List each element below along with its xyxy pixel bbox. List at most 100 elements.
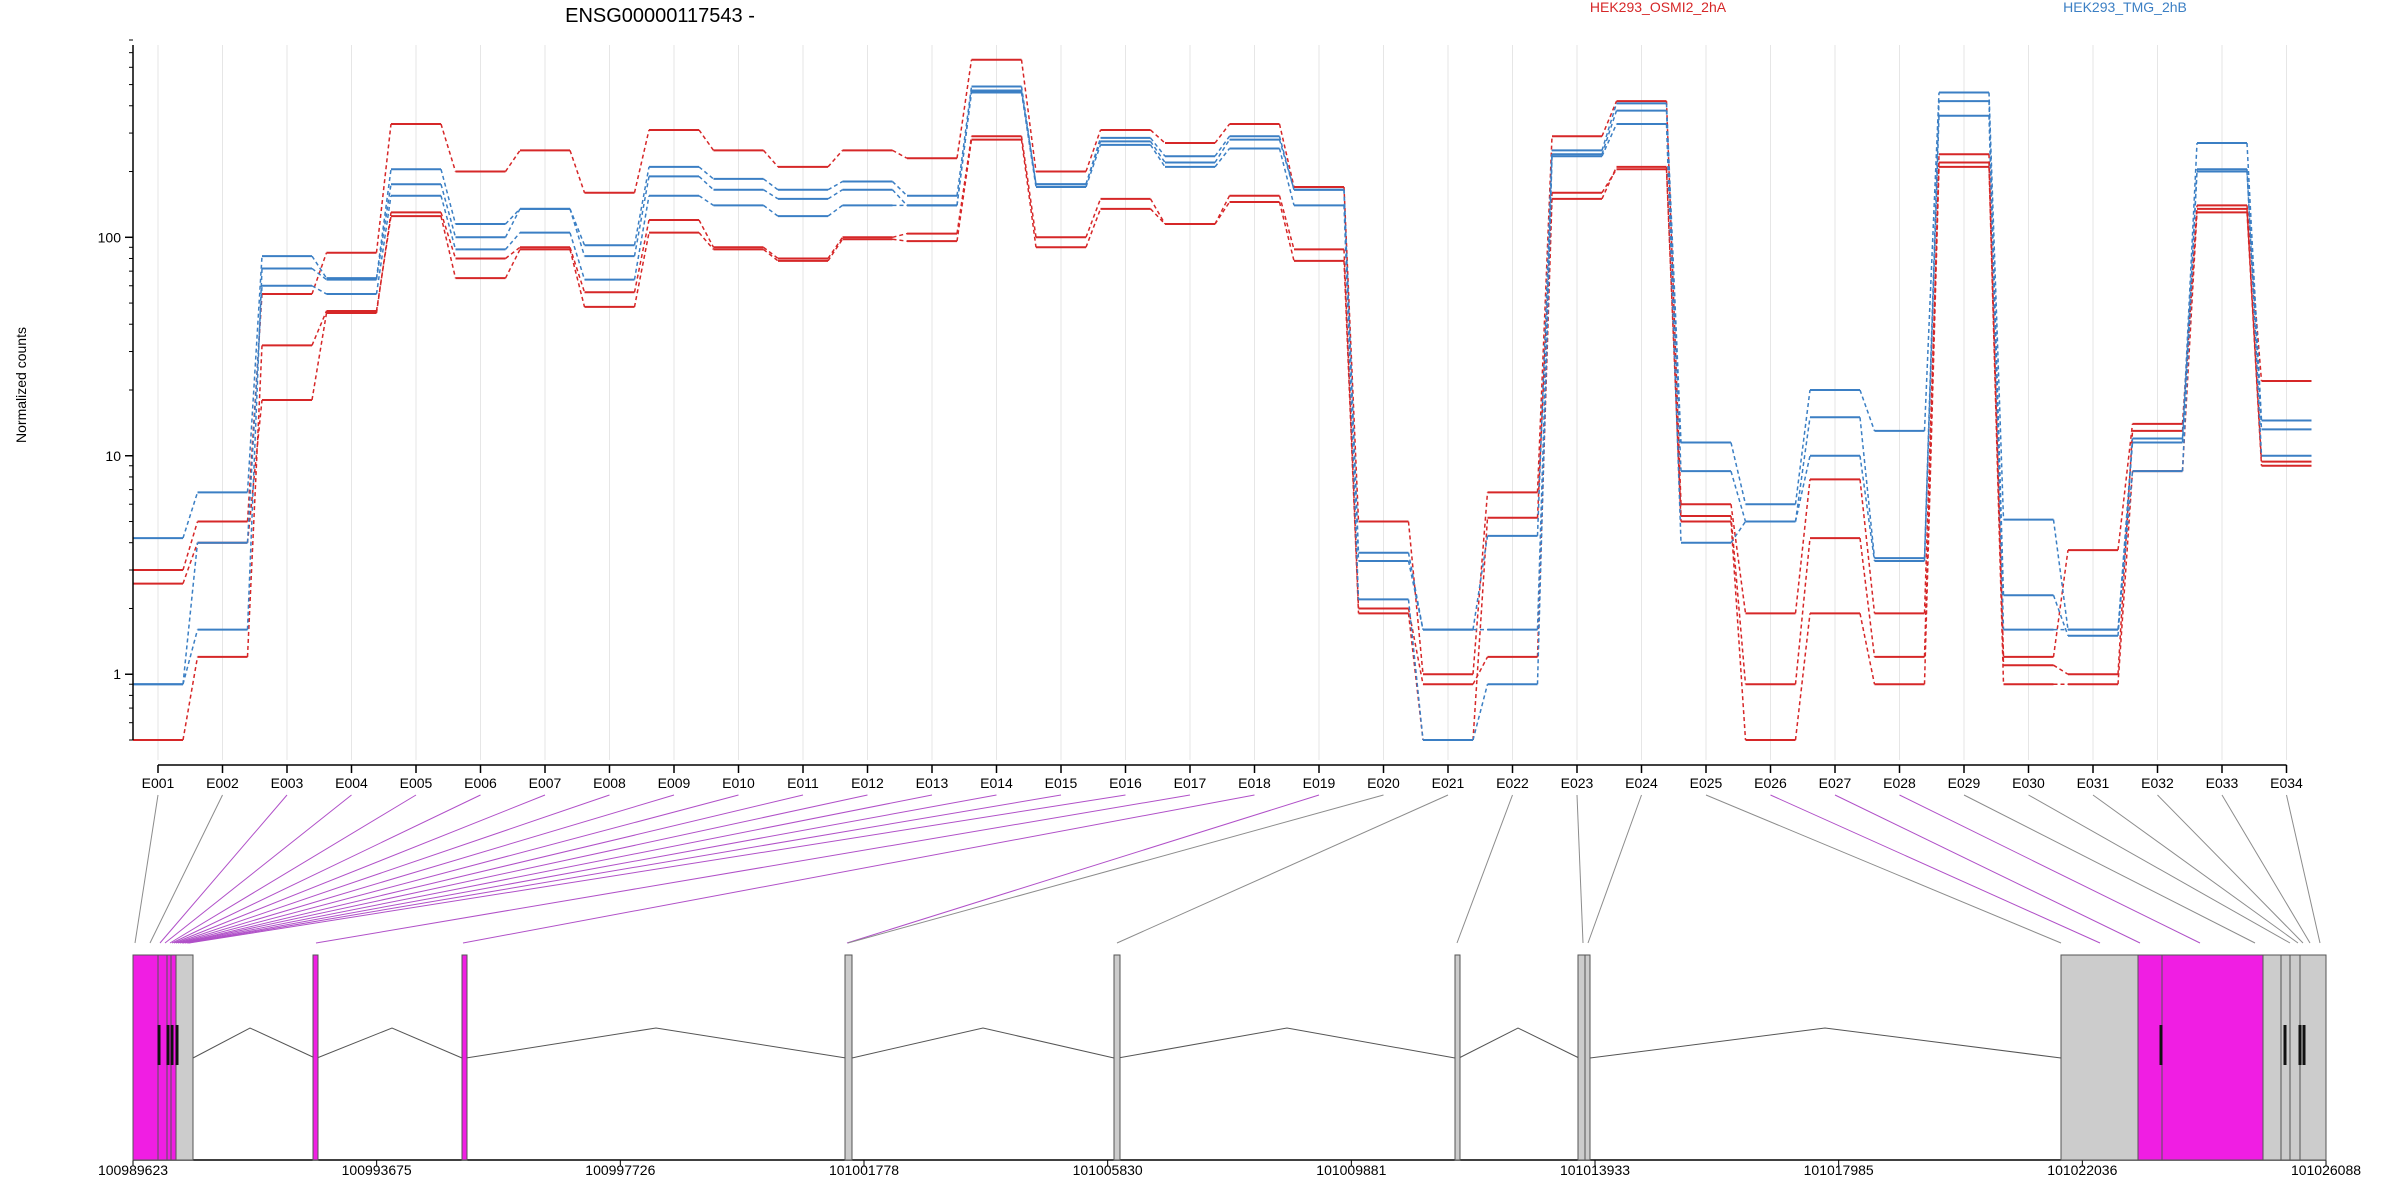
series-1 xyxy=(133,58,2312,676)
series-1-link-5 xyxy=(440,123,457,172)
legend-entry-tmg: HEK293_TMG_2hB xyxy=(2063,0,2187,15)
connector-E023 xyxy=(1576,794,1584,944)
x-tick-label-E019: E019 xyxy=(1303,775,1336,791)
x-tick-label-E020: E020 xyxy=(1367,775,1400,791)
series-6-link-32 xyxy=(2181,169,2198,472)
series-6-link-26 xyxy=(1794,455,1811,522)
connector-E026 xyxy=(1770,794,2101,944)
x-tick-label-E023: E023 xyxy=(1561,775,1594,791)
series-6-link-20 xyxy=(1407,599,1424,741)
series-2-link-24 xyxy=(1665,166,1682,517)
connector-E034 xyxy=(2286,794,2321,944)
connector-E029 xyxy=(1963,794,2256,944)
exon-block-16 xyxy=(2262,954,2282,1161)
series-2-link-5 xyxy=(440,212,457,259)
series-3-link-27 xyxy=(1859,613,1876,685)
series-2-link-30 xyxy=(2053,664,2069,675)
series-2-link-6 xyxy=(505,246,521,260)
exon-block-7 xyxy=(461,954,468,1161)
series-5-link-26 xyxy=(1794,417,1811,522)
series-1-link-20 xyxy=(1407,521,1424,675)
connector-E021 xyxy=(1116,794,1449,944)
series-3-link-12 xyxy=(892,238,908,242)
series-3-link-2 xyxy=(246,345,263,657)
exon-block-1 xyxy=(132,954,159,1161)
series-1-link-31 xyxy=(2117,423,2134,551)
x-tick-label-E009: E009 xyxy=(658,775,691,791)
series-5-link-7 xyxy=(569,208,586,257)
series-1-link-30 xyxy=(2052,549,2069,658)
series-2-link-3 xyxy=(311,312,328,401)
series-4-link-25 xyxy=(1730,442,1747,505)
connector-E010 xyxy=(179,794,739,944)
series-2-link-26 xyxy=(1794,537,1811,685)
series-2-link-14 xyxy=(1020,136,1037,238)
series-1-link-7 xyxy=(569,150,586,193)
series-1-link-11 xyxy=(827,149,844,168)
series-2-link-7 xyxy=(569,247,586,293)
x-tick-label-E001: E001 xyxy=(142,775,175,791)
series-4-link-27 xyxy=(1859,389,1876,432)
series-2-link-10 xyxy=(763,246,779,260)
series-5-link-5 xyxy=(440,184,457,238)
intron-line xyxy=(316,1027,463,1059)
series-6-link-5 xyxy=(440,195,457,250)
series-5-link-6 xyxy=(504,208,521,238)
series-6-link-31 xyxy=(2117,471,2134,630)
series-3-link-24 xyxy=(1665,169,1682,522)
series-5-link-16 xyxy=(1149,140,1166,163)
series-3-link-7 xyxy=(569,249,586,308)
x-tick-label-E007: E007 xyxy=(529,775,562,791)
series-6-link-18 xyxy=(1278,148,1295,206)
exon-block-10 xyxy=(1454,954,1461,1161)
series-5-link-10 xyxy=(763,189,779,200)
series-6-link-13 xyxy=(956,92,973,206)
connector-E006 xyxy=(171,794,481,944)
series-3-link-1 xyxy=(182,656,199,741)
series-4-link-8 xyxy=(633,166,650,246)
series-3-link-16 xyxy=(1149,208,1166,225)
x-tick-label-E026: E026 xyxy=(1754,775,1787,791)
series-3-link-15 xyxy=(1085,208,1102,248)
series-2-link-27 xyxy=(1859,537,1876,658)
series-1-link-21 xyxy=(1472,492,1489,675)
series-4-link-32 xyxy=(2181,143,2198,439)
series-2-link-11 xyxy=(827,236,844,259)
connector-E005 xyxy=(169,794,417,944)
series-6-link-8 xyxy=(633,195,650,280)
series-6-link-6 xyxy=(504,232,521,250)
connector-E018 xyxy=(462,794,1255,944)
series-2-link-12 xyxy=(892,232,908,239)
x-tick-label-E010: E010 xyxy=(722,775,755,791)
series-4-link-6 xyxy=(504,208,521,225)
series-4-link-18 xyxy=(1278,136,1295,190)
x-tick-label-E018: E018 xyxy=(1238,775,1271,791)
series-6-link-9 xyxy=(698,195,714,206)
x-tick-label-E033: E033 xyxy=(2206,775,2239,791)
connector-E031 xyxy=(2092,794,2299,944)
x-tick-label-E016: E016 xyxy=(1109,775,1142,791)
series-2-link-22 xyxy=(1536,198,1553,657)
connector-E012 xyxy=(182,794,868,944)
series-1-link-15 xyxy=(1085,129,1102,172)
series-4-link-30 xyxy=(2052,519,2069,630)
series-3-link-28 xyxy=(1923,166,1940,685)
genomic-tick-label: 101022036 xyxy=(2047,1162,2117,1178)
series-5-link-15 xyxy=(1085,141,1102,185)
series-5-link-25 xyxy=(1730,470,1747,522)
series-1-link-9 xyxy=(698,129,715,151)
x-tick-label-E011: E011 xyxy=(787,775,819,791)
series-2-link-8 xyxy=(633,219,650,293)
exon-block-5 xyxy=(175,954,194,1161)
series-6-link-33 xyxy=(2246,169,2263,456)
x-tick-label-E005: E005 xyxy=(400,775,433,791)
connector-E019 xyxy=(846,794,1320,944)
series-3-link-6 xyxy=(504,249,521,279)
series-2 xyxy=(133,135,2312,686)
connector-E024 xyxy=(1587,794,1642,944)
series-6-link-2 xyxy=(246,285,263,543)
series-2-link-18 xyxy=(1278,195,1295,250)
series-1-link-10 xyxy=(762,149,779,168)
series-6-link-28 xyxy=(1923,115,1940,561)
